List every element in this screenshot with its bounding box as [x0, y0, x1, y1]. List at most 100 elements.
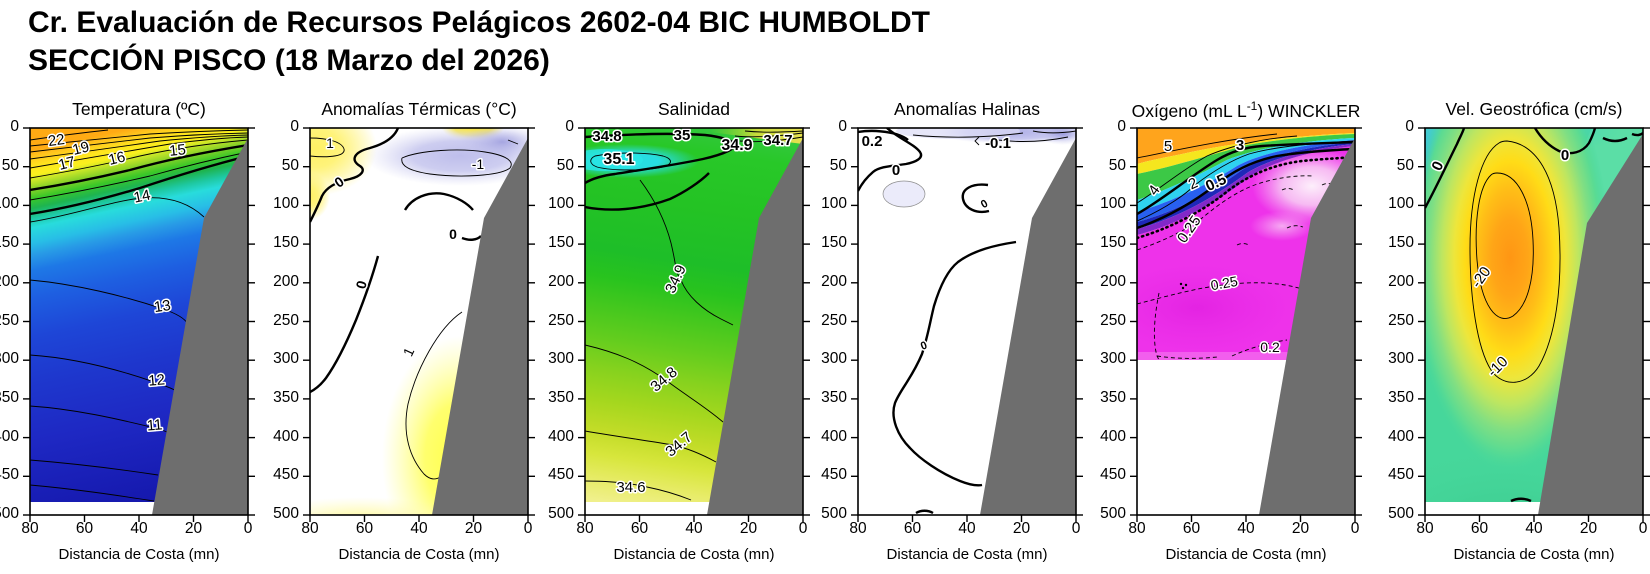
x-tick-label: 40 [685, 520, 703, 537]
contour-label: -0.1 [985, 135, 1011, 152]
y-tick-label: 400 [821, 427, 847, 445]
y-tick-label: 450 [0, 466, 19, 484]
contour-label: 34.6 [616, 479, 645, 496]
y-tick-label: 350 [0, 388, 19, 406]
y-tick-label: 50 [556, 156, 574, 174]
panel-vel-geostrofica-plot: 00-20-10 [1418, 127, 1650, 522]
x-axis-title: Distancia de Costa (mn) [1165, 546, 1327, 563]
contour-label: 34.9 [721, 137, 752, 154]
y-tick-label: 0 [1117, 118, 1126, 135]
contour-label: 14 [132, 187, 152, 207]
panel-title-text: Vel. Geostrófica (cm/s) [1445, 99, 1623, 119]
contour-label: 15 [168, 141, 186, 160]
contour-label: 13 [153, 297, 172, 316]
x-tick-label: 20 [1012, 520, 1031, 537]
y-tick-label: 400 [0, 427, 19, 445]
contour-label: 0.25 [1209, 273, 1239, 294]
y-tick-label: 500 [1388, 505, 1414, 522]
x-tick-label: 60 [355, 520, 374, 537]
y-tick-label: 300 [0, 350, 19, 368]
x-axis-title: Distancia de Costa (mn) [58, 546, 220, 563]
temperature-field [30, 128, 248, 515]
y-tick-label: 300 [548, 350, 574, 368]
haline-anomaly-field [858, 128, 1076, 515]
x-tick-label: 0 [1638, 520, 1648, 537]
x-tick-label: 80 [1128, 520, 1146, 537]
y-tick-label: 0 [1405, 118, 1414, 135]
panel-title-anomalias-termicas: Anomalías Térmicas (°C) [274, 99, 564, 120]
y-tick-label: 300 [1100, 350, 1126, 368]
contour-label: 35 [674, 127, 691, 144]
x-tick-label: 20 [1579, 520, 1598, 537]
x-tick-label: 0 [243, 520, 253, 537]
y-tick-label: 250 [1388, 311, 1414, 329]
x-axis-title: Distancia de Costa (mn) [613, 546, 775, 563]
contour-label: 0 [449, 226, 457, 242]
shelf-polygon [432, 138, 528, 515]
y-tick-label: 450 [273, 466, 299, 484]
y-tick-label: 0 [10, 118, 19, 135]
geostrophic-velocity-field [1425, 128, 1643, 515]
y-tick-label: 200 [273, 272, 299, 290]
contour-label: 0 [892, 162, 900, 179]
y-tick-label: 350 [548, 388, 574, 406]
y-tick-label: 150 [821, 234, 847, 252]
y-tick-label: 200 [1100, 272, 1126, 290]
contour-label: 34.8 [592, 128, 621, 145]
y-tick-label: 500 [821, 505, 847, 522]
x-tick-label: 40 [410, 520, 428, 537]
figure-title-line2: SECCIÓN PISCO (18 Marzo del 2026) [28, 44, 550, 77]
oxygen-field [1137, 128, 1355, 515]
contour-label: 0 [1561, 147, 1569, 164]
y-tick-label: 450 [1388, 466, 1414, 484]
x-tick-label: 60 [75, 520, 94, 537]
panel-title-text: Temperatura (ºC) [72, 99, 206, 119]
y-tick-label: 450 [821, 466, 847, 484]
panel-title-anomalias-halinas: Anomalías Halinas [822, 99, 1112, 120]
panel-title-text: Salinidad [658, 99, 730, 119]
thermal-anomaly-field [310, 128, 528, 515]
y-tick-label: 200 [1388, 272, 1414, 290]
contour-label: 19 [71, 138, 91, 159]
y-tick-label: 200 [821, 272, 847, 290]
y-tick-label: 250 [821, 311, 847, 329]
no-data-strip [585, 502, 711, 515]
no-data-strip [30, 502, 156, 515]
y-tick-label: 300 [821, 350, 847, 368]
x-tick-label: 80 [576, 520, 594, 537]
y-tick-label: 250 [0, 311, 19, 329]
contour-label: 16 [107, 148, 127, 169]
contour-label: 12 [148, 371, 166, 389]
x-tick-label: 0 [523, 520, 533, 537]
x-tick-label: 60 [630, 520, 649, 537]
y-tick-label: 450 [548, 466, 574, 484]
y-tick-label: 400 [273, 427, 299, 445]
x-tick-label: 20 [184, 520, 203, 537]
y-tick-label: 500 [1100, 505, 1126, 522]
panel-title-text: -1 [1246, 99, 1258, 113]
y-tick-label: 250 [273, 311, 299, 329]
x-tick-label: 80 [849, 520, 867, 537]
contour-label: 1 [326, 135, 334, 151]
shelf-polygon [1259, 138, 1355, 515]
y-tick-label: 200 [0, 272, 19, 290]
y-tick-label: 100 [1388, 195, 1414, 213]
panel-title-temperatura: Temperatura (ºC) [0, 99, 284, 120]
y-tick-label: 100 [1100, 195, 1126, 213]
x-tick-label: 20 [464, 520, 483, 537]
contour-label: 0.2 [1260, 339, 1280, 355]
x-tick-label: 80 [1416, 520, 1434, 537]
figure-title: Cr. Evaluación de Recursos Pelágicos 260… [28, 4, 930, 80]
contour-label: -1 [472, 156, 485, 172]
y-tick-label: 100 [273, 195, 299, 213]
panel-title-text: Anomalías Térmicas (°C) [321, 99, 517, 119]
shelf-polygon [1538, 134, 1643, 515]
x-tick-label: 0 [1350, 520, 1360, 537]
contour-label: 34.7 [763, 132, 792, 149]
contour-label: 11 [146, 416, 163, 434]
y-tick-label: 250 [548, 311, 574, 329]
